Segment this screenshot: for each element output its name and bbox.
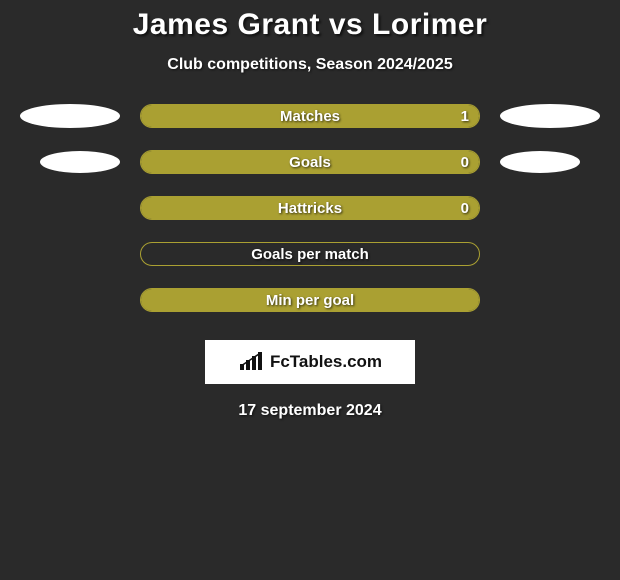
- player-marker-right: [500, 104, 600, 128]
- page-title: James Grant vs Lorimer: [0, 8, 620, 42]
- stat-label: Goals per match: [141, 246, 479, 263]
- stat-label: Goals: [141, 154, 479, 171]
- stat-bar: Goals0: [140, 150, 480, 174]
- stat-bar: Min per goal: [140, 288, 480, 312]
- player-marker-right: [500, 151, 580, 173]
- brand-label: FcTables.com: [270, 352, 382, 372]
- stat-label: Hattricks: [141, 200, 479, 217]
- stat-bar: Hattricks0: [140, 196, 480, 220]
- stat-bar: Goals per match: [140, 242, 480, 266]
- player-marker-left: [40, 151, 120, 173]
- comparison-panel: James Grant vs Lorimer Club competitions…: [0, 0, 620, 420]
- stat-row: Min per goal: [0, 288, 620, 312]
- stat-row: Goals0: [0, 150, 620, 174]
- stat-bar: Matches1: [140, 104, 480, 128]
- stat-label: Min per goal: [141, 292, 479, 309]
- stat-row: Goals per match: [0, 242, 620, 266]
- stat-rows: Matches1Goals0Hattricks0Goals per matchM…: [0, 104, 620, 312]
- player-marker-left: [20, 104, 120, 128]
- stat-row: Matches1: [0, 104, 620, 128]
- page-subtitle: Club competitions, Season 2024/2025: [0, 56, 620, 74]
- stat-value-right: 1: [461, 108, 469, 125]
- stat-row: Hattricks0: [0, 196, 620, 220]
- bars-icon: [238, 352, 266, 372]
- date-label: 17 september 2024: [0, 402, 620, 420]
- stat-value-right: 0: [461, 200, 469, 217]
- stat-label: Matches: [141, 108, 479, 125]
- brand-box[interactable]: FcTables.com: [205, 340, 415, 384]
- stat-value-right: 0: [461, 154, 469, 171]
